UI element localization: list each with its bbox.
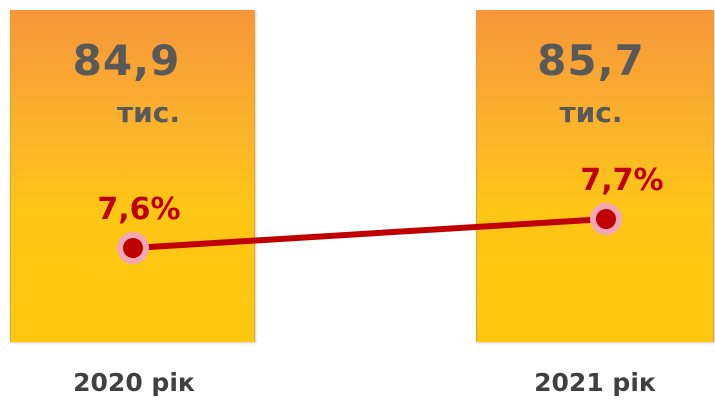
bar-2020: 84,9 тис. [10,10,255,342]
bar-unit-label: тис. [559,96,623,129]
percentage-markers [117,203,622,264]
bar-unit-text: тис. [116,96,181,129]
percentage-marker-point [123,238,143,258]
percentage-trend-line [130,216,609,251]
bar-2021: 85,7 тис. [476,10,714,342]
category-label-2021: 2021 рік [534,368,656,397]
bar-value-label: 85,7 [537,36,645,85]
bar-unit-label: тис. [27,96,270,129]
percentage-marker-point [596,209,616,229]
category-label-2020: 2020 рік [73,368,195,397]
percentage-label-2021: 7,7% [580,163,664,198]
bar-value-label: 84,9 [72,36,181,85]
percentage-label-2020: 7,6% [97,192,181,227]
